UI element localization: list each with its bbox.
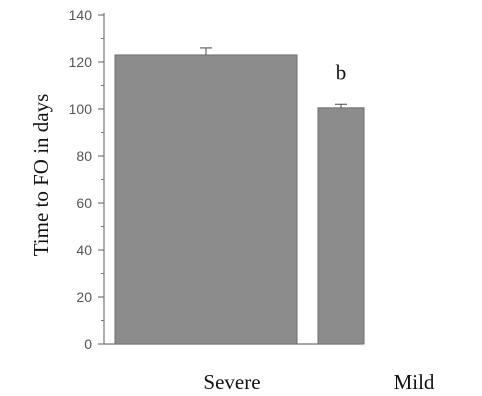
y-tick-label: 120 (69, 54, 93, 70)
bars (114, 54, 365, 345)
y-tick-label: 60 (76, 195, 92, 211)
y-tick-label: 40 (76, 242, 92, 258)
significance-labels: ab (336, 60, 347, 84)
y-tick-label: 140 (69, 7, 93, 23)
y-axis-title: Time to FO in days (29, 94, 53, 257)
bar-mild (317, 107, 365, 345)
error-bars (200, 47, 347, 108)
y-tick-label: 20 (76, 289, 92, 305)
significance-label-mild: b (336, 60, 347, 84)
category-label-severe: Severe (203, 370, 260, 394)
y-axis-ticks: 0 20 40 60 80 100 120 140 (69, 7, 104, 352)
category-labels: Severe Mild (203, 370, 434, 394)
y-tick-label: 100 (69, 101, 93, 117)
bar-severe (114, 54, 298, 345)
y-tick-label: 0 (84, 336, 92, 352)
y-tick-label: 80 (76, 148, 92, 164)
category-label-mild: Mild (394, 370, 435, 394)
